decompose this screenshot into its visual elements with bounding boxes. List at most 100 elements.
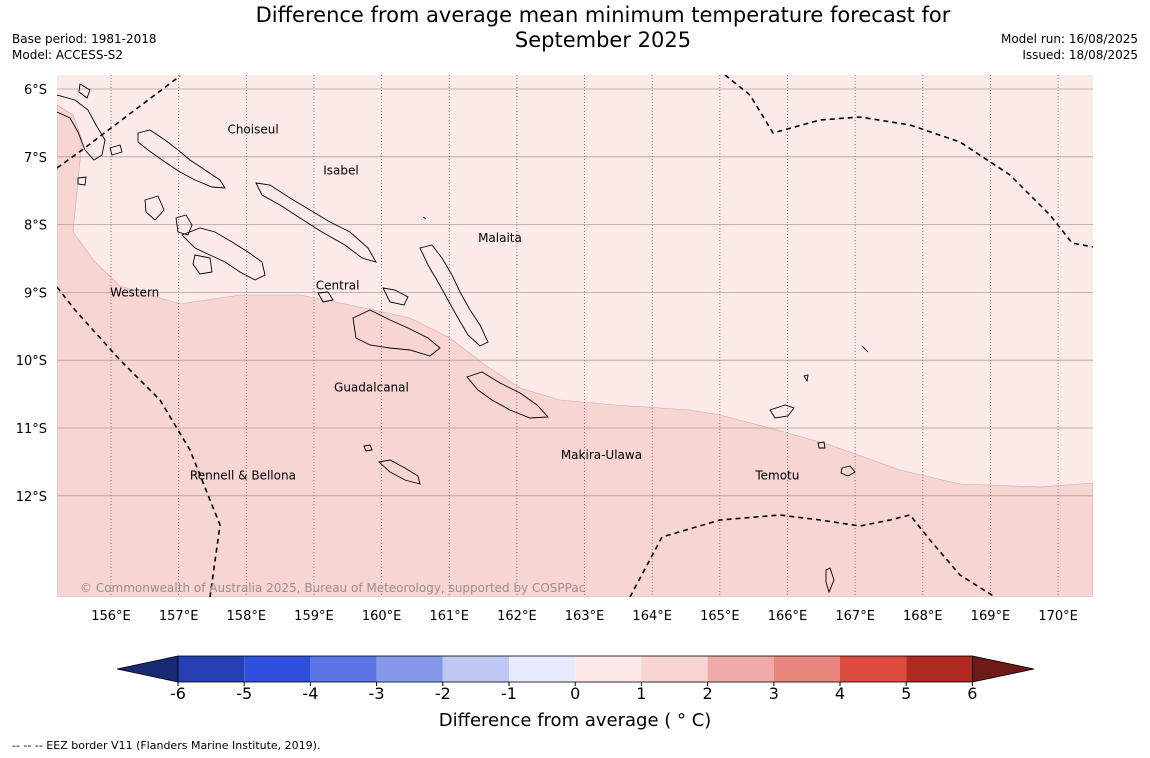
latitude-tick-labels: 6°S 7°S 8°S 9°S 10°S 11°S 12°S bbox=[16, 83, 47, 505]
island-ontong-java bbox=[422, 216, 427, 220]
colorbar-swatch bbox=[178, 656, 245, 682]
island-guadalcanal bbox=[352, 309, 441, 357]
province-label: Rennell & Bellona bbox=[190, 468, 296, 482]
model-name: Model: ACCESS-S2 bbox=[12, 48, 124, 62]
lon-tick-label: 168°E bbox=[903, 609, 943, 624]
colorbar-tick-label: -5 bbox=[236, 684, 252, 703]
model-run: Model run: 16/08/2025 bbox=[1000, 32, 1138, 46]
province-label: Western bbox=[110, 285, 159, 299]
island-treasury bbox=[77, 176, 87, 186]
province-label: Choiseul bbox=[227, 123, 278, 137]
lon-tick-label: 169°E bbox=[971, 609, 1011, 624]
island-bougainville-coast bbox=[57, 94, 106, 161]
title-line-2: September 2025 bbox=[514, 28, 692, 52]
coastlines bbox=[57, 83, 869, 594]
colorbar-swatch bbox=[773, 656, 840, 682]
lat-tick-label: 11°S bbox=[16, 422, 47, 437]
colorbar-swatch bbox=[906, 656, 973, 682]
island-nggela bbox=[382, 287, 409, 306]
meta-left: Base period: 1981-2018 Model: ACCESS-S2 bbox=[12, 31, 157, 63]
lat-tick-label: 6°S bbox=[24, 83, 47, 98]
island-anuta bbox=[825, 567, 835, 594]
lon-tick-label: 160°E bbox=[362, 609, 402, 624]
colorbar: -6 -5 -4 -3 -2 -1 0 1 2 3 4 5 6 bbox=[116, 655, 1035, 703]
colorbar-tick-label: 3 bbox=[769, 684, 779, 703]
meta-right: Model run: 16/08/2025 Issued: 18/08/2025 bbox=[1001, 31, 1138, 63]
island-bellona bbox=[363, 444, 373, 452]
colorbar-label: Difference from average ( ° C) bbox=[438, 710, 712, 731]
colorbar-over-arrow bbox=[972, 655, 1035, 683]
colorbar-tick-label: 4 bbox=[835, 684, 845, 703]
lon-tick-label: 165°E bbox=[700, 609, 740, 624]
island-kolombangara bbox=[175, 214, 193, 236]
lon-tick-label: 167°E bbox=[835, 609, 875, 624]
island-savo bbox=[317, 291, 334, 303]
colorbar-tick-label: 2 bbox=[703, 684, 713, 703]
lon-tick-label: 164°E bbox=[632, 609, 672, 624]
eez-border-north-east bbox=[724, 75, 1093, 248]
lon-tick-label: 159°E bbox=[294, 609, 334, 624]
lon-tick-label: 161°E bbox=[429, 609, 469, 624]
island-tikopia bbox=[817, 441, 826, 449]
lat-tick-label: 8°S bbox=[24, 219, 47, 234]
eez-border-north-west bbox=[57, 75, 181, 169]
eez-border-south-east bbox=[629, 514, 996, 597]
colorbar-tick-label: 6 bbox=[967, 684, 977, 703]
colorbar-under-arrow bbox=[116, 655, 179, 683]
colorbar-tick-label: 5 bbox=[901, 684, 911, 703]
island-ndeni bbox=[769, 404, 795, 419]
lon-tick-label: 156°E bbox=[91, 609, 131, 624]
colorbar-tick-labels: -6 -5 -4 -3 -2 -1 0 1 2 3 4 5 6 bbox=[170, 682, 977, 703]
title-line-1: Difference from average mean minimum tem… bbox=[255, 3, 951, 27]
island-buka bbox=[78, 83, 91, 99]
island-malaita bbox=[419, 244, 489, 347]
island-santa-isabel bbox=[255, 182, 377, 263]
lon-tick-label: 157°E bbox=[159, 609, 199, 624]
colorbar-swatch bbox=[509, 656, 576, 682]
colorbar-swatch bbox=[707, 656, 774, 682]
province-label: Malaita bbox=[478, 231, 522, 245]
province-label: Makira-Ulawa bbox=[561, 448, 642, 462]
eez-border-south-west bbox=[57, 286, 221, 597]
base-period: Base period: 1981-2018 bbox=[12, 32, 157, 46]
province-label: Guadalcanal bbox=[334, 380, 409, 394]
lat-tick-label: 12°S bbox=[16, 490, 47, 505]
colorbar-swatch bbox=[840, 656, 907, 682]
island-makira bbox=[466, 371, 549, 419]
colorbar-tick-label: 1 bbox=[636, 684, 646, 703]
colorbar-swatch bbox=[575, 656, 642, 682]
colorbar-swatches bbox=[116, 655, 1035, 683]
colorbar-swatch bbox=[244, 656, 311, 682]
province-label: Isabel bbox=[323, 163, 358, 177]
eez-footnote: -- -- -- EEZ border V11 (Flanders Marine… bbox=[12, 739, 321, 752]
colorbar-swatch bbox=[310, 656, 377, 682]
colorbar-tick-label: -6 bbox=[170, 684, 186, 703]
longitude-gridlines bbox=[110, 75, 1059, 597]
island-rennell bbox=[378, 459, 421, 485]
island-shortland bbox=[109, 144, 123, 156]
island-choiseul bbox=[137, 129, 226, 189]
lon-tick-label: 166°E bbox=[768, 609, 808, 624]
lon-tick-label: 170°E bbox=[1038, 609, 1078, 624]
latitude-gridlines bbox=[57, 88, 1093, 497]
lon-tick-label: 158°E bbox=[227, 609, 267, 624]
island-new-georgia bbox=[181, 227, 266, 281]
copyright-notice: © Commonwealth of Australia 2025, Bureau… bbox=[80, 581, 585, 595]
issued-date: Issued: 18/08/2025 bbox=[1022, 48, 1138, 62]
forecast-map: © Commonwealth of Australia 2025, Bureau… bbox=[16, 75, 1093, 624]
lat-tick-label: 10°S bbox=[16, 354, 47, 369]
colorbar-tick-label: -1 bbox=[501, 684, 517, 703]
colorbar-swatch bbox=[641, 656, 708, 682]
colorbar-swatch bbox=[376, 656, 443, 682]
island-rendova bbox=[192, 254, 213, 275]
lon-tick-label: 162°E bbox=[497, 609, 537, 624]
lat-tick-label: 9°S bbox=[24, 286, 47, 301]
colorbar-tick-label: -2 bbox=[435, 684, 451, 703]
province-label: Central bbox=[316, 279, 360, 293]
chart-title: Difference from average mean minimum tem… bbox=[0, 3, 1150, 53]
lon-tick-label: 163°E bbox=[565, 609, 605, 624]
anomaly-region-1-2 bbox=[57, 104, 1093, 597]
colorbar-tick-label: -4 bbox=[302, 684, 318, 703]
lat-tick-label: 7°S bbox=[24, 151, 47, 166]
colorbar-tick-label: 0 bbox=[570, 684, 580, 703]
